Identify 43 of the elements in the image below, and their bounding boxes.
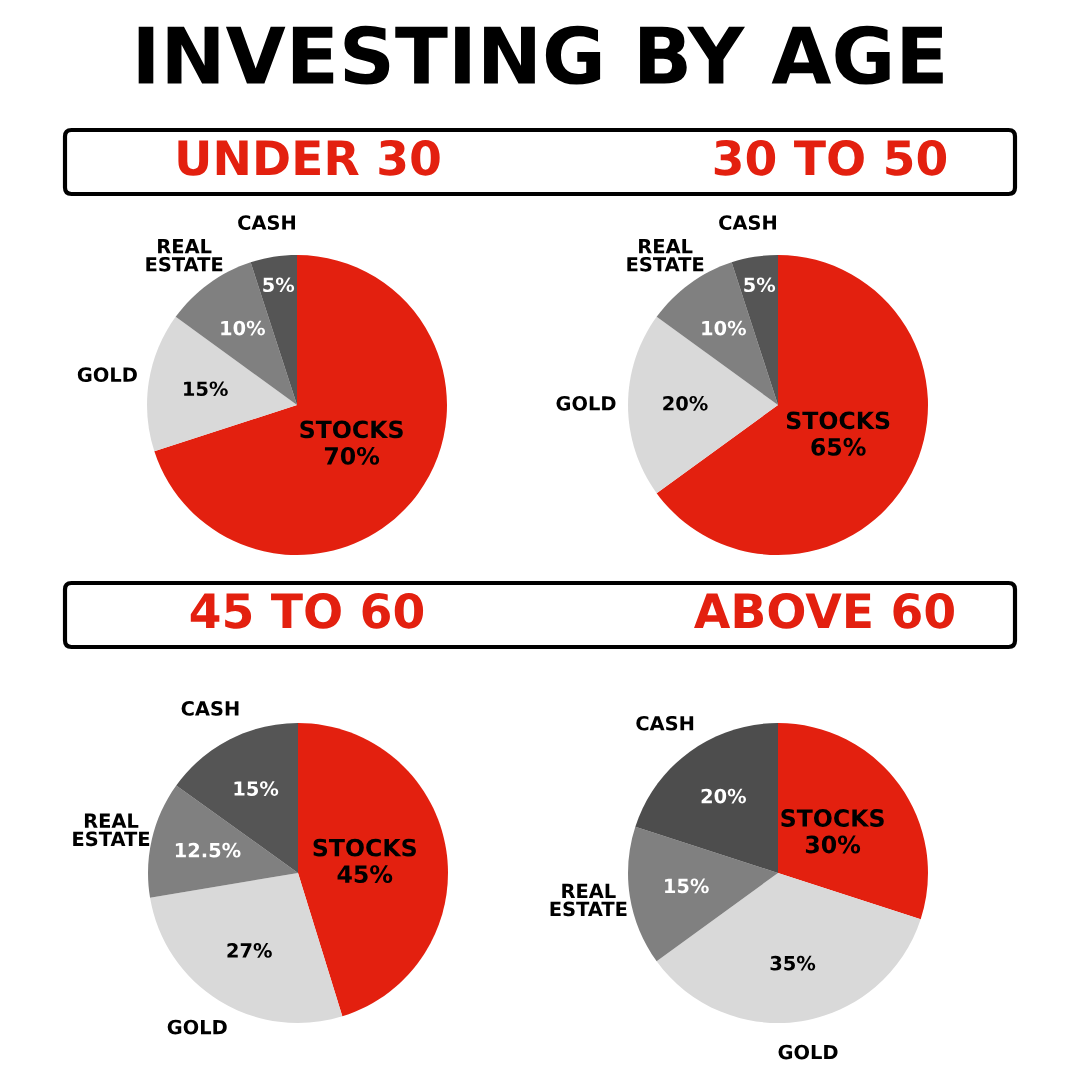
data-label: 10% <box>702 320 746 336</box>
data-label: 10% <box>221 320 265 336</box>
pie-slice <box>656 873 921 1023</box>
slice-label: REAL ESTATE <box>550 883 627 917</box>
slice-label: GOLD <box>778 1044 838 1060</box>
slice-label: CASH <box>636 715 694 731</box>
pie-slice <box>298 723 448 1017</box>
chart-title: 30 TO 50 <box>714 139 947 176</box>
slice-label: STOCKS <box>313 838 416 857</box>
slice-label: REAL ESTATE <box>73 813 150 847</box>
pie-slice <box>176 723 298 873</box>
pie-slice <box>147 316 297 452</box>
data-label: 70% <box>324 446 380 465</box>
chart-title: UNDER 30 <box>178 139 440 176</box>
text: INVESTING BY AGE <box>138 25 943 85</box>
slice-label: CASH <box>238 215 295 230</box>
slice-label: STOCKS <box>781 809 884 827</box>
slice-label: CASH <box>719 215 776 230</box>
slice-label: STOCKS <box>300 420 403 439</box>
slice-label: CASH <box>181 701 239 716</box>
data-label: 35% <box>770 955 816 971</box>
data-label: 45% <box>337 865 393 883</box>
slice-label: GOLD <box>167 1019 227 1035</box>
data-label: 65% <box>811 437 866 456</box>
slice-label: GOLD <box>556 395 616 411</box>
data-label: 20% <box>701 788 746 804</box>
slice-label: REAL ESTATE <box>146 239 223 272</box>
data-label: 20% <box>663 395 708 411</box>
data-label: 30% <box>805 835 861 854</box>
slice-label: STOCKS <box>786 411 890 430</box>
data-label: 27% <box>227 943 272 958</box>
data-label: 15% <box>184 381 228 397</box>
data-label: 5% <box>263 277 295 293</box>
chart-title: ABOVE 60 <box>694 592 954 629</box>
slice-label: GOLD <box>77 367 137 383</box>
data-label: 12.5% <box>175 842 241 858</box>
data-label: 15% <box>665 878 709 894</box>
chart-title: 45 TO 60 <box>190 592 424 629</box>
slice-label: REAL ESTATE <box>627 239 704 272</box>
data-label: 15% <box>234 781 279 796</box>
pie-slice <box>628 316 778 494</box>
pie-slice <box>778 723 928 920</box>
data-label: 5% <box>744 277 776 293</box>
